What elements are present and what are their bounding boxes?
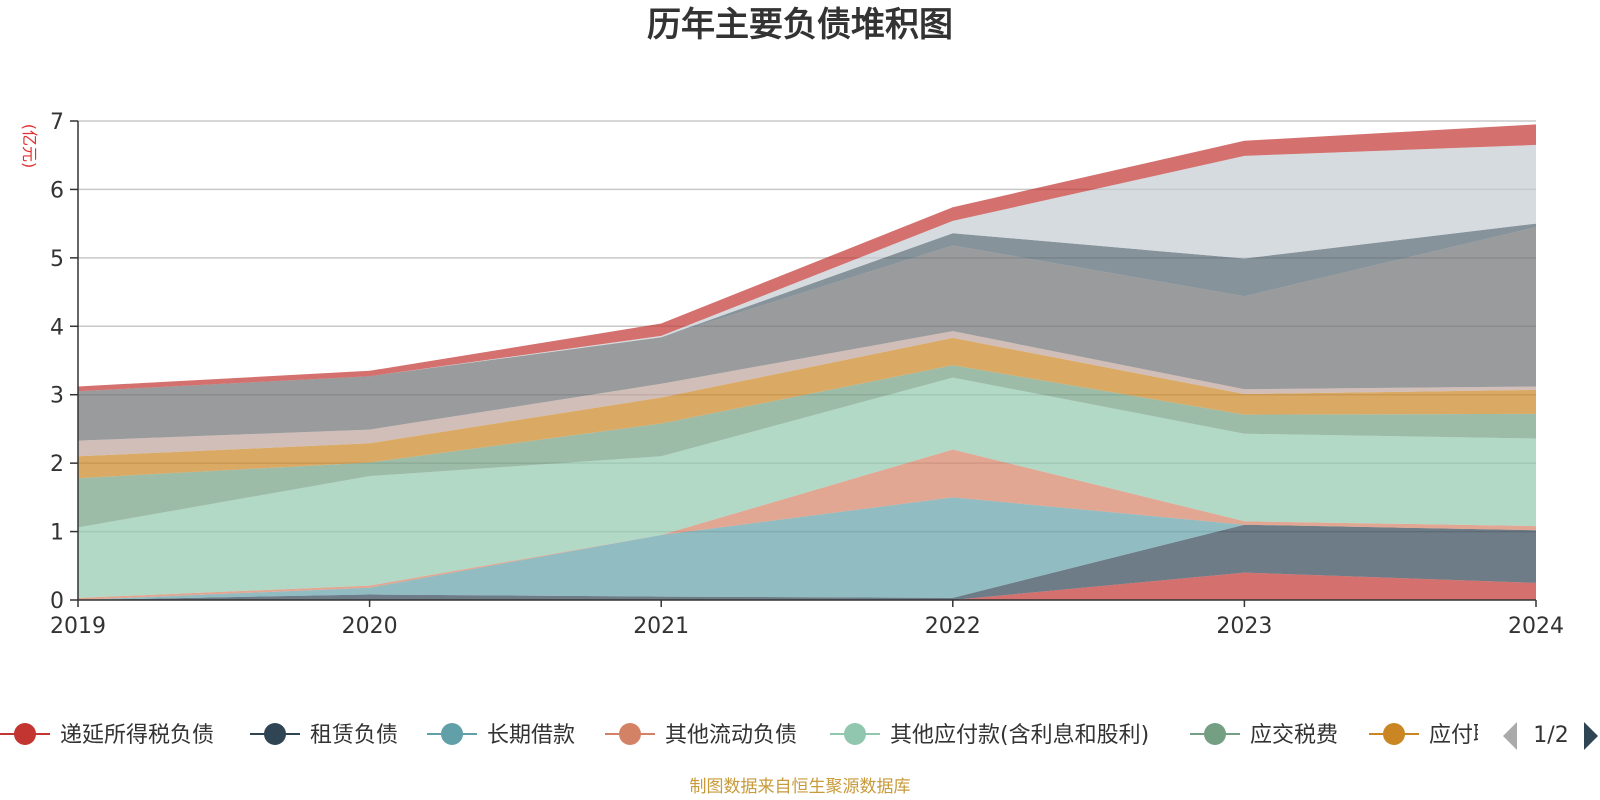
y-tick-label: 1 bbox=[50, 521, 64, 546]
legend-prev-icon[interactable] bbox=[1503, 722, 1517, 750]
legend-page-indicator: 1/2 bbox=[1533, 723, 1568, 748]
x-tick-label: 2020 bbox=[342, 614, 398, 639]
y-axis-unit: (亿元) bbox=[20, 124, 39, 169]
legend-dot-icon bbox=[1204, 723, 1226, 745]
y-tick-label: 4 bbox=[50, 315, 64, 340]
legend-label: 其他应付款(含利息和股利) bbox=[890, 723, 1149, 748]
area-series bbox=[78, 124, 1536, 600]
area-10[interactable] bbox=[78, 223, 1536, 392]
area-11[interactable] bbox=[78, 144, 1536, 392]
x-tick-label: 2021 bbox=[633, 614, 689, 639]
legend-item[interactable]: 租赁负债 bbox=[250, 723, 398, 748]
area-8[interactable] bbox=[78, 331, 1536, 457]
y-tick-label: 3 bbox=[50, 384, 64, 409]
y-tick-label: 0 bbox=[50, 589, 64, 614]
legend-item[interactable]: 应付职工薪酬 bbox=[1369, 723, 1561, 748]
legend-dot-icon bbox=[14, 723, 36, 745]
y-tick-label: 2 bbox=[50, 452, 64, 477]
area-9[interactable] bbox=[78, 227, 1536, 441]
area-7[interactable] bbox=[78, 337, 1536, 479]
legend-label: 应付职工薪酬 bbox=[1429, 723, 1561, 748]
legend-dot-icon bbox=[264, 723, 286, 745]
legend-item[interactable]: 其他流动负债 bbox=[605, 723, 797, 748]
area-5[interactable] bbox=[78, 377, 1536, 598]
legend-dot-icon bbox=[619, 723, 641, 745]
area-6[interactable] bbox=[78, 365, 1536, 528]
legend-label: 应交税费 bbox=[1250, 723, 1338, 748]
legend-next-icon[interactable] bbox=[1584, 722, 1598, 750]
legend-dot-icon bbox=[441, 723, 463, 745]
source-note: 制图数据来自恒生聚源数据库 bbox=[690, 777, 911, 797]
y-tick-label: 6 bbox=[50, 178, 64, 203]
chart-title: 历年主要负债堆积图 bbox=[647, 5, 953, 45]
area-1[interactable] bbox=[78, 572, 1536, 600]
legend-label: 递延所得税负债 bbox=[60, 723, 214, 748]
x-tick-label: 2023 bbox=[1216, 614, 1272, 639]
legend-item[interactable]: 长期借款 bbox=[427, 723, 575, 748]
area-2[interactable] bbox=[78, 524, 1536, 600]
y-tick-label: 5 bbox=[50, 247, 64, 272]
axes: 0 1 2 3 4 5 6 7 2019 2020 2021 2022 2023 2024 bbox=[50, 110, 1564, 639]
legend-item[interactable]: 递延所得税负债 bbox=[0, 723, 214, 748]
legend-items: 递延所得税负债 租赁负债 长期借款 其他流动负债 其他应付款(含利息和股利) 应交税费 应付… bbox=[0, 723, 1561, 748]
y-tick-label: 7 bbox=[50, 110, 64, 135]
x-tick-label: 2024 bbox=[1508, 614, 1564, 639]
x-tick-label: 2022 bbox=[925, 614, 981, 639]
area-3[interactable] bbox=[78, 497, 1536, 600]
legend-label: 其他流动负债 bbox=[665, 723, 797, 748]
legend-label: 长期借款 bbox=[487, 723, 575, 748]
legend[interactable]: 递延所得税负债 租赁负债 长期借款 其他流动负债 其他应付款(含利息和股利) 应交税费 应付… bbox=[0, 722, 1598, 750]
legend-dot-icon bbox=[844, 723, 866, 745]
legend-dot-icon bbox=[1383, 723, 1405, 745]
x-tick-label: 2019 bbox=[50, 614, 106, 639]
legend-item[interactable]: 其他应付款(含利息和股利) bbox=[830, 723, 1149, 748]
legend-item[interactable]: 应交税费 bbox=[1190, 723, 1338, 748]
legend-label: 租赁负债 bbox=[310, 723, 398, 748]
